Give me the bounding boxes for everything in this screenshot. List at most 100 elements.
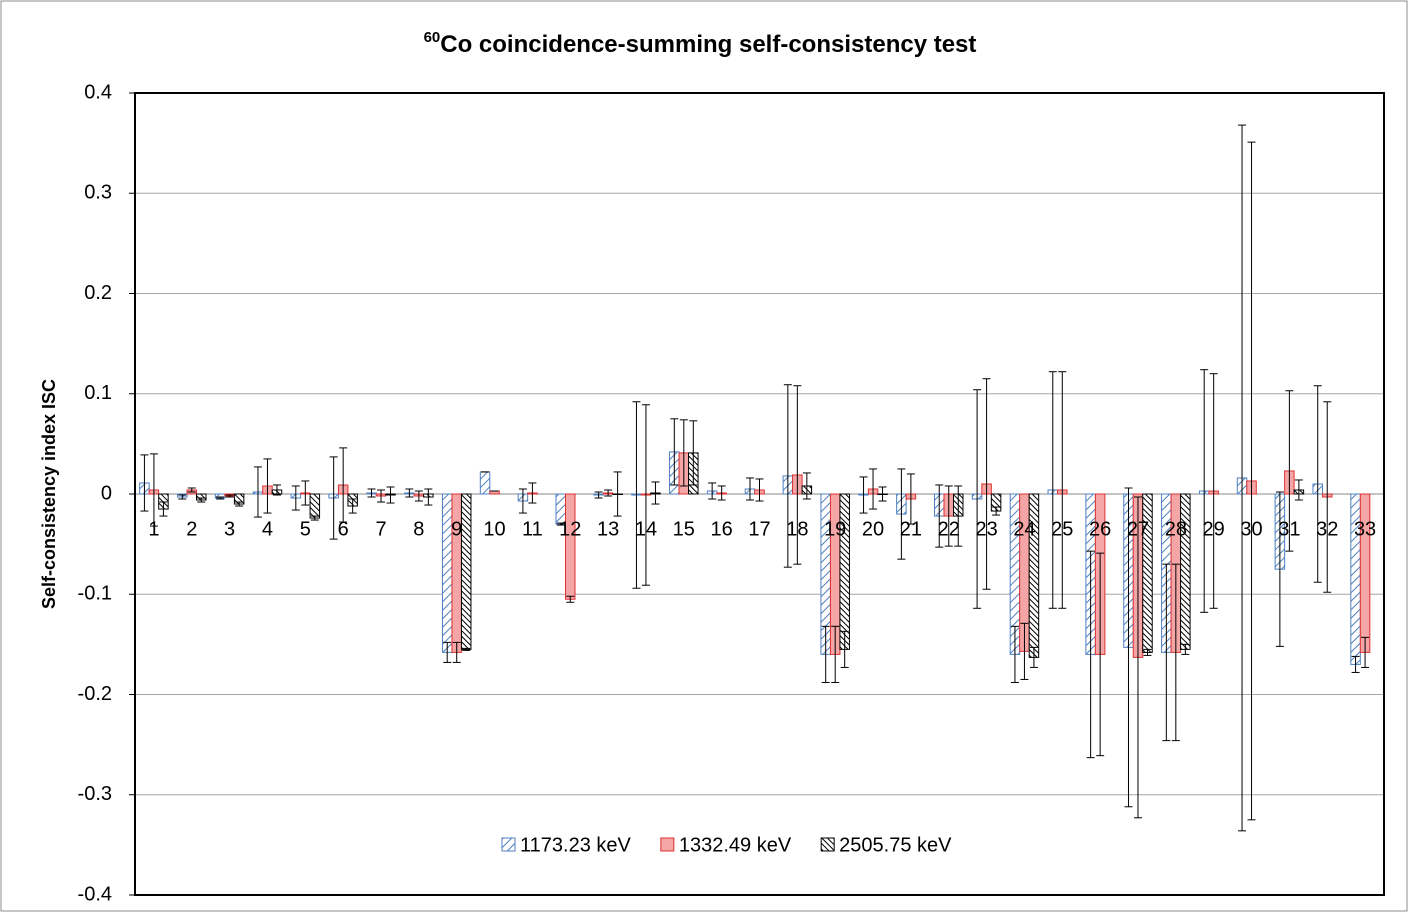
x-tick-label: 9 (451, 518, 462, 540)
x-tick-label: 11 (522, 518, 543, 540)
y-tick-label: 0.4 (84, 81, 112, 103)
error-bar (1029, 646, 1038, 668)
y-tick-label: 0.3 (84, 182, 112, 204)
error-bar (528, 482, 537, 504)
error-bar (1351, 655, 1360, 673)
error-bar (831, 625, 840, 683)
x-tick-label: 7 (375, 518, 386, 540)
error-bar (301, 480, 310, 506)
error-bar (443, 641, 452, 663)
y-tick-label: -0.2 (78, 683, 112, 705)
error-bar (1313, 385, 1322, 583)
error-bar (1238, 124, 1247, 832)
error-bar (897, 468, 906, 560)
error-bar (187, 487, 196, 493)
error-bar (556, 522, 565, 526)
error-bar (140, 454, 149, 512)
x-tick-label: 31 (1278, 518, 1300, 540)
x-tick-label: 6 (338, 518, 349, 540)
error-bar (613, 471, 622, 517)
x-tick-label: 18 (786, 518, 808, 540)
bar (565, 493, 576, 600)
x-tick-label: 15 (673, 518, 695, 540)
legend-swatch (660, 837, 675, 852)
y-tick-label: 0 (101, 482, 112, 504)
error-bar (973, 389, 982, 609)
x-tick-label: 16 (711, 518, 733, 540)
x-tick-label: 20 (862, 518, 884, 540)
x-tick-label: 5 (300, 518, 311, 540)
y-tick-label: -0.1 (78, 583, 112, 605)
error-bar (518, 488, 527, 514)
error-bar (263, 458, 272, 514)
legend-label: 1332.49 keV (679, 834, 792, 856)
error-bar (367, 488, 376, 498)
bar (309, 493, 321, 519)
legend-swatch (820, 837, 835, 852)
x-tick-label: 14 (635, 518, 657, 540)
error-bar (1200, 369, 1209, 613)
legend-label: 1173.23 keV (520, 834, 631, 856)
legend-label: 2505.75 keV (839, 834, 952, 856)
error-bar (1086, 550, 1095, 759)
error-bar (755, 478, 764, 502)
legend: 1173.23 keV 1332.49 keV 2505.75 keV (501, 834, 952, 856)
title-superscript: 60 (424, 29, 441, 46)
error-bar (1294, 479, 1303, 501)
error-bar (1162, 563, 1171, 742)
chart-title: 60Co coincidence-summing self-consistenc… (424, 29, 977, 58)
error-bar (982, 378, 991, 590)
error-bar (717, 485, 726, 501)
x-tick-label: 22 (938, 518, 960, 540)
error-bar (339, 447, 348, 523)
error-bar (793, 385, 802, 565)
error-bar (1181, 643, 1190, 655)
error-bar (689, 420, 698, 486)
error-bar (594, 491, 603, 499)
error-bar (414, 490, 423, 502)
error-bar (1275, 491, 1284, 647)
x-tick-label: 8 (413, 518, 424, 540)
error-bar (1124, 487, 1133, 808)
x-tick-label: 29 (1203, 518, 1225, 540)
x-tick-label: 25 (1051, 518, 1073, 540)
error-bar (1247, 141, 1256, 821)
y-tick-label: -0.4 (78, 883, 112, 905)
x-tick-label: 28 (1165, 518, 1187, 540)
legend-swatch (501, 837, 516, 852)
y-tick-label: 0.2 (84, 282, 112, 304)
plot-frame (134, 92, 1385, 896)
error-bar (604, 489, 613, 497)
error-bar (405, 488, 414, 498)
error-bar (348, 498, 357, 514)
error-bar (329, 456, 338, 540)
error-bar (641, 404, 650, 586)
x-tick-label: 24 (1013, 518, 1035, 540)
x-tick-label: 12 (559, 518, 581, 540)
error-bar (869, 468, 878, 510)
error-bar (1020, 622, 1029, 680)
error-bar (386, 486, 395, 504)
bars: 1 2 3 4 5 6 7 8 9 10 11 12 13 14 15 16 17 18 19 20 21 22 23 24 2… (139, 124, 1376, 832)
error-bar (821, 625, 830, 683)
error-bar (216, 496, 225, 500)
error-bar (1361, 636, 1370, 668)
error-bar (783, 384, 792, 568)
error-bar (1143, 648, 1152, 656)
error-bar (944, 485, 953, 547)
x-tick-label: 23 (975, 518, 997, 540)
bar (479, 471, 491, 495)
error-bar (452, 641, 461, 663)
error-bar (1171, 563, 1180, 742)
error-bar (954, 485, 963, 547)
error-bar (424, 488, 433, 506)
error-bar (878, 486, 887, 502)
error-bar (632, 401, 641, 589)
error-bar (670, 418, 679, 486)
bar (460, 493, 472, 650)
error-bar (679, 419, 688, 487)
error-bar (708, 482, 717, 500)
x-tick-label: 3 (224, 518, 235, 540)
x-tick-label: 13 (597, 518, 619, 540)
error-bar (178, 494, 187, 500)
